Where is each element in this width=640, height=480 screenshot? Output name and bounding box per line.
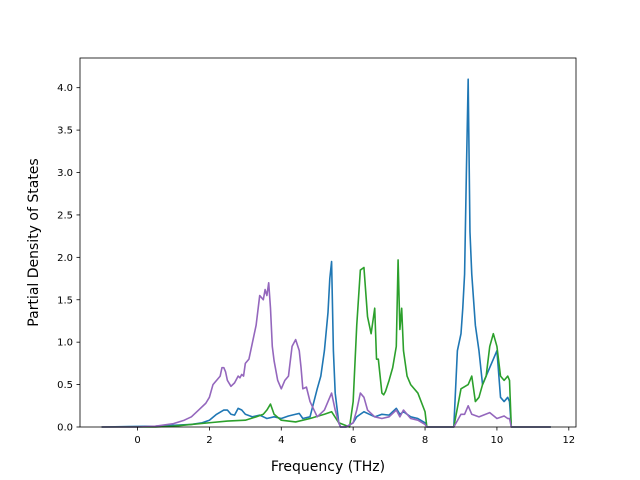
y-tick-label: 4.0 xyxy=(57,83,73,94)
y-tick-label: 1.5 xyxy=(57,295,73,306)
series-line-3 xyxy=(101,281,551,428)
y-tick-label: 0.0 xyxy=(57,423,73,434)
x-tick-label: 8 xyxy=(422,435,428,446)
series-layer xyxy=(101,78,551,428)
y-tick-label: 2.5 xyxy=(57,210,73,221)
x-tick-label: 2 xyxy=(206,435,212,446)
series-line-2 xyxy=(101,259,551,428)
y-tick-label: 3.0 xyxy=(57,168,73,179)
x-tick-label: 6 xyxy=(350,435,356,446)
y-tick-label: 1.0 xyxy=(57,338,73,349)
x-tick-label: 12 xyxy=(562,435,575,446)
y-axis-ticks: 0.0 0.5 1.0 1.5 2.0 2.5 3.0 3.5 4.0 xyxy=(57,83,80,434)
y-tick-label: 2.0 xyxy=(57,253,73,264)
x-tick-label: 4 xyxy=(278,435,284,446)
x-axis-ticks: 0 2 4 6 8 10 12 xyxy=(134,427,575,446)
y-axis-label: Partial Density of States xyxy=(26,158,42,326)
x-axis-label: Frequency (THz) xyxy=(271,459,385,475)
y-tick-label: 0.5 xyxy=(57,380,73,391)
y-tick-label: 3.5 xyxy=(57,126,73,137)
x-tick-label: 0 xyxy=(134,435,140,446)
x-tick-label: 10 xyxy=(491,435,504,446)
plot-frame xyxy=(79,57,577,428)
